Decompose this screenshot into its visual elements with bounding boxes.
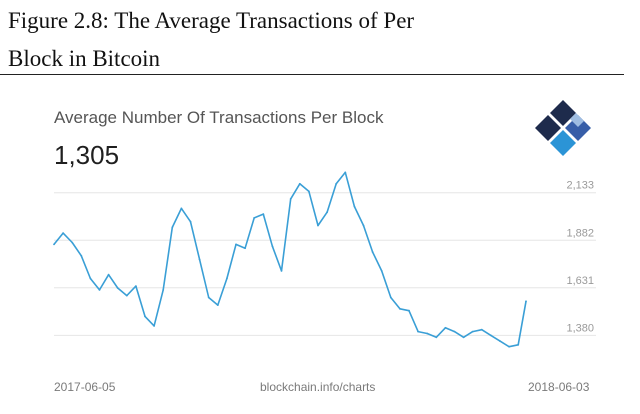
data-point: [353, 205, 356, 208]
data-point: [235, 243, 237, 246]
logo-left-diamond: [535, 115, 561, 141]
data-point: [298, 182, 301, 185]
data-point: [371, 251, 374, 253]
data-point: [144, 315, 146, 318]
data-point: [480, 328, 483, 331]
logo-accent: [570, 113, 584, 127]
data-point: [289, 198, 292, 200]
data-point: [399, 307, 401, 310]
data-point: [80, 254, 83, 257]
data-point: [426, 332, 429, 335]
x-axis-start-label: 2017-06-05: [54, 380, 116, 394]
data-point: [517, 343, 520, 346]
data-point: [499, 340, 501, 342]
blockchain-logo-icon: [535, 100, 591, 156]
chart-title: Average Number Of Transactions Per Block: [54, 108, 384, 127]
data-point: [98, 289, 101, 291]
data-point: [408, 309, 410, 312]
figure-caption-line-1: Figure 2.8: The Average Transactions of …: [8, 8, 415, 33]
data-point: [389, 296, 392, 299]
data-point: [435, 336, 438, 339]
data-point: [453, 330, 456, 333]
data-point: [280, 270, 283, 272]
data-point: [116, 287, 119, 289]
caption-divider: [0, 74, 624, 75]
data-point: [317, 224, 319, 227]
data-point: [207, 296, 210, 299]
figure-caption-line-2: Block in Bitcoin: [8, 46, 161, 71]
data-point: [180, 207, 183, 210]
data-point: [89, 277, 92, 280]
data-point: [171, 226, 174, 229]
y-tick-label: 1,380: [566, 322, 594, 334]
data-point: [525, 300, 527, 303]
data-point: [362, 224, 365, 227]
data-point: [462, 336, 465, 339]
y-tick-label: 2,133: [566, 180, 594, 192]
data-point: [216, 304, 219, 306]
data-point: [153, 325, 156, 327]
data-point: [198, 258, 201, 261]
data-point: [71, 241, 74, 244]
y-tick-label: 1,631: [566, 275, 594, 287]
data-point: [189, 220, 192, 223]
data-point: [107, 273, 110, 276]
data-point: [471, 330, 474, 333]
data-point: [244, 247, 247, 250]
logo-top-diamond: [550, 100, 576, 126]
data-point: [162, 289, 165, 291]
data-point: [135, 285, 137, 287]
data-point: [271, 245, 274, 248]
logo-right-diamond: [565, 115, 591, 141]
source-label: blockchain.info/charts: [260, 380, 376, 394]
data-point: [444, 326, 447, 329]
data-point: [417, 330, 419, 333]
y-tick-label: 1,882: [566, 227, 594, 239]
data-point: [380, 270, 383, 272]
data-point: [226, 277, 228, 280]
data-point: [335, 182, 338, 185]
data-point: [326, 211, 328, 214]
data-point: [53, 243, 55, 246]
logo-bottom-diamond: [550, 130, 576, 156]
data-point: [308, 190, 310, 193]
data-point: [490, 334, 492, 337]
data-point: [125, 294, 128, 297]
data-point: [62, 232, 64, 235]
current-value: 1,305: [54, 140, 120, 170]
data-point: [344, 171, 347, 174]
data-point: [253, 217, 256, 219]
data-point: [508, 345, 510, 348]
x-axis-end-label: 2018-06-03: [528, 380, 590, 394]
data-point: [262, 213, 265, 216]
figure-caption: Figure 2.8: The Average Transactions of …: [8, 2, 632, 78]
